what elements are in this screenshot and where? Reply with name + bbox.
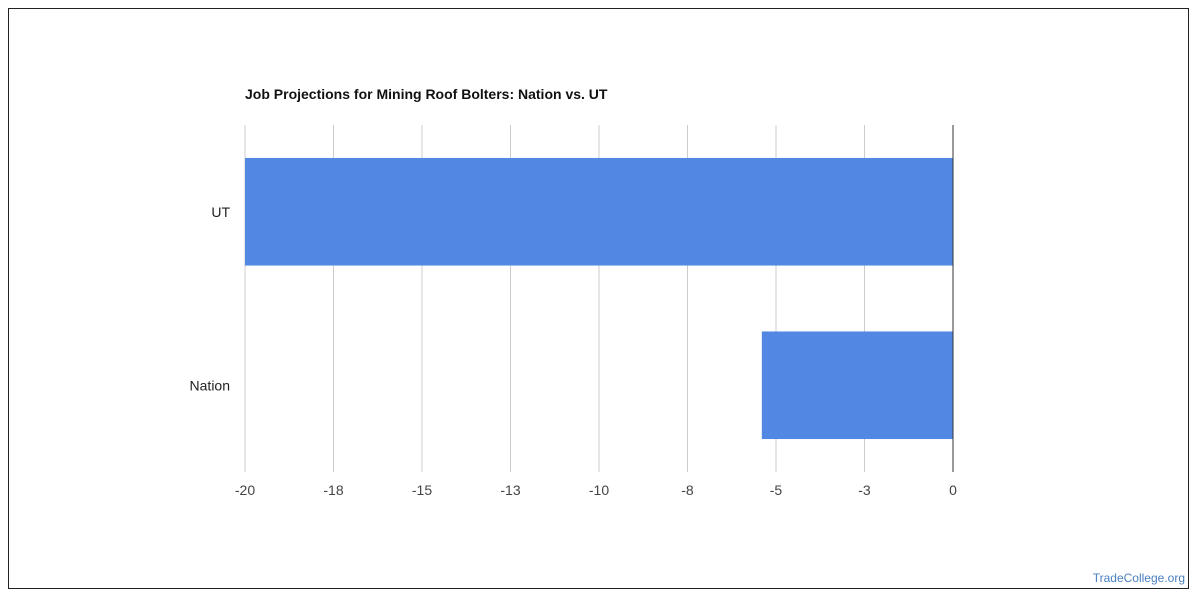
- x-tick-label: -18: [323, 482, 343, 498]
- chart-title: Job Projections for Mining Roof Bolters:…: [245, 86, 608, 102]
- category-label: UT: [211, 204, 230, 220]
- x-tick-label: -13: [500, 482, 520, 498]
- bars: [245, 157, 953, 440]
- x-tick-label: 0: [949, 482, 957, 498]
- x-tick-label: -5: [770, 482, 783, 498]
- bar-ut: [245, 157, 953, 266]
- x-tick-label: -8: [681, 482, 694, 498]
- x-tick-label: -15: [412, 482, 432, 498]
- category-label: Nation: [190, 377, 230, 393]
- x-axis-ticks: -20 -18 -15 -13 -10 -8 -5 -3 0: [235, 482, 957, 498]
- category-labels: UT Nation: [190, 204, 231, 394]
- x-tick-label: -3: [858, 482, 871, 498]
- watermark-link[interactable]: TradeCollege.org: [1092, 571, 1185, 585]
- bar-nation: [761, 331, 953, 440]
- x-tick-label: -20: [235, 482, 255, 498]
- x-tick-label: -10: [589, 482, 609, 498]
